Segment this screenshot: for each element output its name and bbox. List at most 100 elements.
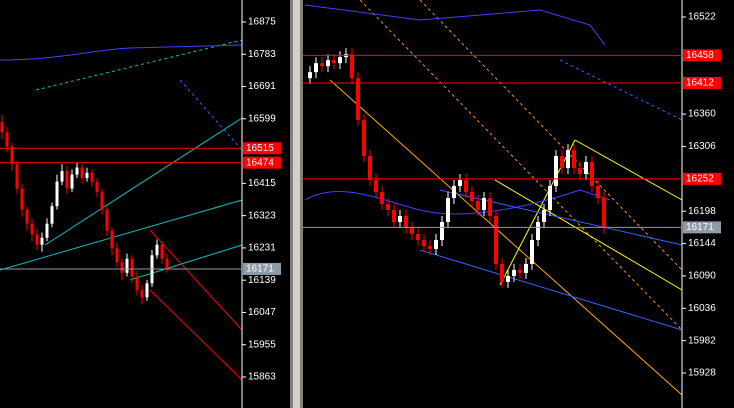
candle-body bbox=[506, 275, 510, 282]
candle-body bbox=[392, 209, 396, 222]
candle-body bbox=[494, 215, 498, 264]
candle-body bbox=[145, 283, 149, 298]
candle-body bbox=[100, 192, 104, 210]
candle-body bbox=[115, 248, 119, 263]
candle-body bbox=[90, 172, 94, 182]
candle-body bbox=[332, 60, 336, 64]
candle-body bbox=[362, 120, 366, 157]
candle-body bbox=[165, 258, 169, 269]
channel-line bbox=[439, 189, 683, 246]
price-level-box bbox=[243, 156, 281, 169]
candle-body bbox=[85, 172, 89, 179]
y-tick-label: 16144 bbox=[688, 238, 716, 249]
candle-body bbox=[590, 162, 594, 187]
price-level-label: 16458 bbox=[686, 50, 714, 61]
candle-body bbox=[416, 233, 420, 240]
candle-body bbox=[554, 156, 558, 187]
channel-line bbox=[149, 229, 243, 331]
candle-body bbox=[308, 72, 312, 79]
candle-body bbox=[584, 162, 588, 175]
candle-body bbox=[338, 57, 342, 64]
candle-body bbox=[422, 239, 426, 246]
candle-body bbox=[566, 150, 570, 169]
channel-line bbox=[149, 289, 243, 381]
candle-body bbox=[386, 204, 390, 210]
candle-body bbox=[548, 186, 552, 210]
y-tick-label: 16090 bbox=[688, 271, 716, 282]
candle-body bbox=[434, 239, 438, 249]
candle-body bbox=[160, 244, 164, 259]
candle-body bbox=[410, 227, 414, 234]
candle-body bbox=[20, 188, 24, 210]
drawings bbox=[0, 0, 683, 396]
candle-body bbox=[398, 215, 402, 222]
candle-body bbox=[55, 181, 59, 207]
channel-line bbox=[44, 117, 243, 246]
candle-body bbox=[404, 215, 408, 228]
price-level-label: 16171 bbox=[246, 264, 274, 275]
candle-body bbox=[75, 167, 79, 175]
candle-body bbox=[40, 237, 44, 245]
candle-body bbox=[530, 239, 534, 264]
y-tick-label: 16047 bbox=[248, 307, 276, 318]
channel-line bbox=[359, 0, 683, 331]
y-tick-label: 16875 bbox=[248, 17, 276, 28]
price-level-label: 16474 bbox=[246, 157, 274, 168]
channel-line bbox=[329, 79, 683, 396]
y-tick-label: 16036 bbox=[688, 303, 716, 314]
candle-body bbox=[130, 258, 134, 277]
candle-body bbox=[30, 223, 34, 235]
price-level-label: 16412 bbox=[686, 78, 714, 89]
y-tick-label: 15863 bbox=[248, 372, 276, 383]
candle-body bbox=[482, 198, 486, 210]
candle-body bbox=[572, 150, 576, 169]
candle-body bbox=[15, 164, 19, 189]
candle-body bbox=[476, 201, 480, 210]
candle-body bbox=[512, 269, 516, 276]
candle-body bbox=[105, 209, 109, 231]
candle-body bbox=[350, 54, 354, 79]
candle-body bbox=[458, 180, 462, 187]
candle-body bbox=[135, 276, 139, 291]
price-level-box bbox=[243, 262, 281, 275]
candle-body bbox=[80, 167, 84, 179]
candle-body bbox=[374, 180, 378, 193]
channel-line bbox=[419, 249, 683, 331]
channel-line bbox=[574, 139, 683, 201]
candle-body bbox=[602, 198, 606, 228]
y-tick-label: 16198 bbox=[688, 206, 716, 217]
candle-body bbox=[560, 156, 564, 169]
channel-line bbox=[0, 199, 243, 271]
price-level-label: 16515 bbox=[246, 143, 274, 154]
price-level-label: 16252 bbox=[686, 173, 714, 184]
price-level-box bbox=[243, 142, 281, 155]
candle-body bbox=[470, 192, 474, 202]
price-level-box bbox=[683, 76, 721, 89]
channel-line bbox=[494, 179, 683, 291]
candle-body bbox=[60, 171, 64, 182]
candle-body bbox=[155, 244, 159, 256]
channel-line bbox=[35, 39, 243, 91]
y-tick-label: 16231 bbox=[248, 243, 276, 254]
candle-body bbox=[120, 262, 124, 273]
candle-body bbox=[500, 263, 504, 282]
candle-body bbox=[10, 146, 14, 165]
candle-body bbox=[125, 258, 129, 273]
y-tick-label: 16415 bbox=[248, 178, 276, 189]
y-tick-label: 16599 bbox=[248, 113, 276, 124]
candle-body bbox=[65, 171, 69, 189]
candle-body bbox=[440, 221, 444, 240]
candle-body bbox=[25, 209, 29, 224]
candle-body bbox=[368, 156, 372, 181]
band-line bbox=[0, 44, 243, 61]
candle-body bbox=[70, 174, 74, 189]
candle-body bbox=[35, 234, 39, 245]
y-tick-label: 15928 bbox=[688, 368, 716, 379]
y-tick-label: 16306 bbox=[688, 141, 716, 152]
candle-body bbox=[45, 223, 49, 238]
candle-body bbox=[320, 63, 324, 67]
candle-body bbox=[356, 78, 360, 121]
candle-body bbox=[542, 209, 546, 222]
